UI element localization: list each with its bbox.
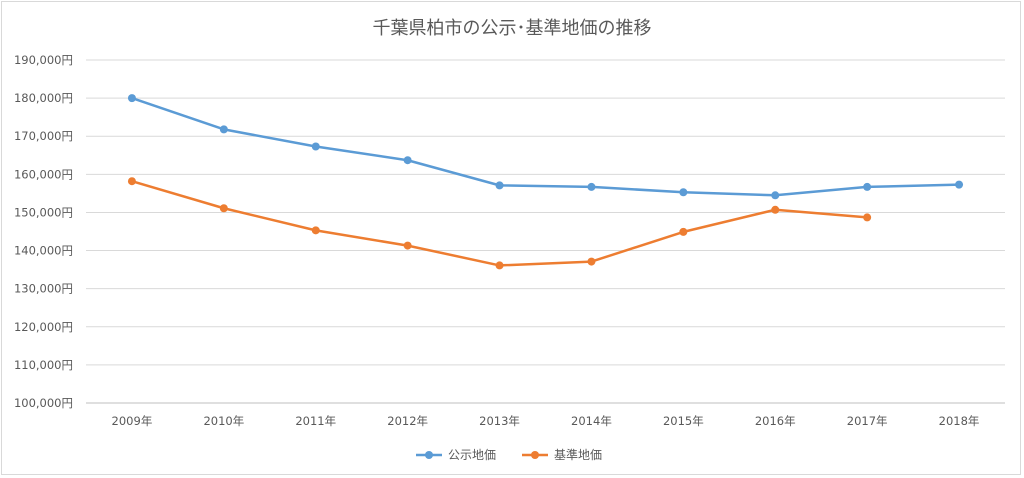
y-tick-label: 180,000円 [14,91,73,105]
legend: 公示地価 基準地価 [416,447,602,462]
y-tick-label: 150,000円 [14,205,73,219]
legend-marker [425,451,433,459]
x-tick-label: 2009年 [112,414,153,428]
y-tick-label: 120,000円 [14,320,73,334]
series-group [127,94,964,270]
x-axis-ticks: 2009年 2010年 2011年 2012年 2013年 2014年 2015年 2016年… [112,414,980,428]
y-tick-label: 100,000円 [14,396,73,410]
legend-marker [531,451,539,459]
x-tick-label: 2018年 [939,414,980,428]
data-point [679,188,688,197]
y-tick-label: 140,000円 [14,244,73,258]
data-point [495,181,504,190]
data-point [587,182,596,191]
series-2 [127,177,872,270]
data-point [127,177,136,186]
data-point [311,142,320,151]
x-tick-label: 2011年 [295,414,336,428]
data-point [219,204,228,213]
chart-title: 千葉県柏市の公示･基準地価の推移 [373,18,652,39]
data-point [771,205,780,214]
legend-label: 基準地価 [554,447,602,462]
x-tick-label: 2013年 [479,414,520,428]
y-tick-label: 160,000円 [14,167,73,181]
legend-label: 公示地価 [448,448,496,462]
gridlines [86,59,1005,404]
data-point [127,94,136,103]
data-point [863,182,872,191]
data-point [403,156,412,165]
y-tick-label: 190,000円 [14,53,73,67]
x-tick-label: 2015年 [663,414,704,428]
data-point [495,261,504,270]
y-tick-label: 130,000円 [14,282,73,296]
legend-item: 基準地価 [522,447,602,462]
y-tick-label: 110,000円 [14,358,73,372]
data-point [587,257,596,266]
x-tick-label: 2012年 [387,414,428,428]
series-1 [127,94,964,200]
x-tick-label: 2014年 [571,414,612,428]
data-point [863,213,872,222]
data-point [955,180,964,189]
legend-item: 公示地価 [416,448,496,462]
data-point [219,125,228,134]
y-tick-label: 170,000円 [14,129,73,143]
x-tick-label: 2010年 [203,414,244,428]
x-tick-label: 2016年 [755,414,796,428]
data-point [403,241,412,250]
y-axis-ticks: 100,000円 110,000円 120,000円 130,000円 140,000円… [14,53,73,410]
data-point [679,227,688,236]
data-point [311,226,320,235]
data-point [771,191,780,200]
series-line [131,96,960,197]
x-tick-label: 2017年 [847,414,888,428]
